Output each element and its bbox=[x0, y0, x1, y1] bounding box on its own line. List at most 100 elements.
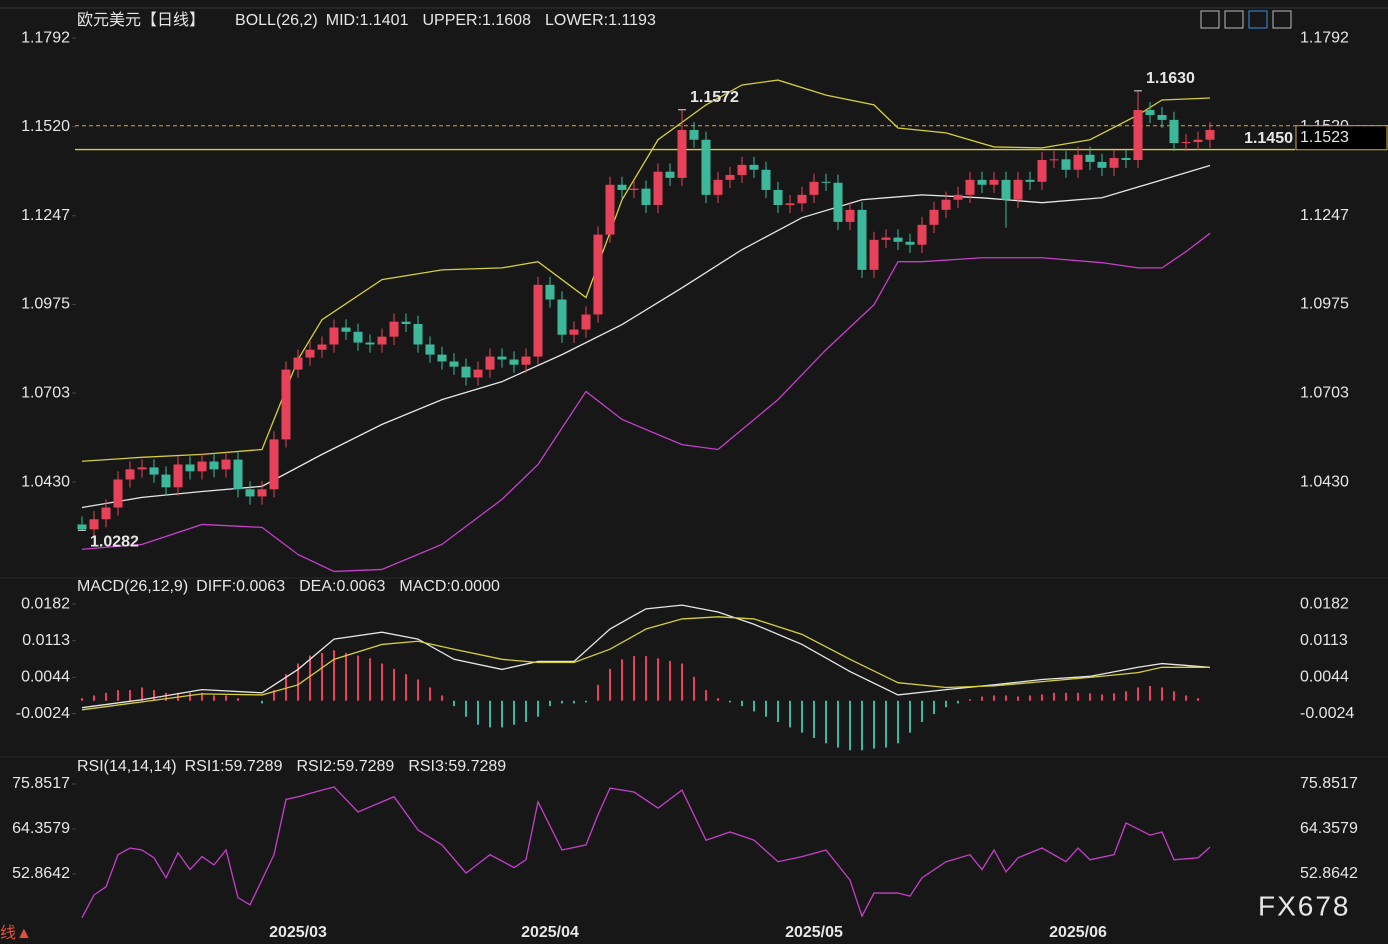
annotation-label: 1.0282 bbox=[90, 534, 139, 551]
footer-text: 线▲ bbox=[0, 924, 32, 942]
candle-body bbox=[641, 188, 651, 205]
legend-text: LOWER:1.1193 bbox=[545, 12, 656, 29]
candle-body bbox=[149, 467, 159, 475]
candle-body bbox=[509, 359, 519, 365]
y-tick-label-right: 1.1792 bbox=[1300, 29, 1349, 46]
candle-body bbox=[209, 461, 219, 470]
candle-body bbox=[953, 194, 963, 200]
candle-body bbox=[905, 241, 915, 245]
y-tick-label-right: 1.1247 bbox=[1300, 207, 1349, 224]
legend-text: MACD:0.0000 bbox=[399, 578, 500, 595]
candle-body bbox=[497, 356, 507, 360]
indicator-line bbox=[81, 604, 1211, 709]
legend-text: UPPER:1.1608 bbox=[422, 12, 531, 29]
candle-body bbox=[581, 314, 591, 330]
x-tick-label: 2025/05 bbox=[785, 924, 843, 941]
legend-text: RSI2:59.7289 bbox=[296, 758, 394, 775]
icon-crosshair[interactable] bbox=[1200, 10, 1220, 29]
icon-grid[interactable] bbox=[1224, 10, 1244, 29]
y-tick-label-right: 0.0044 bbox=[1300, 669, 1349, 686]
candle-body bbox=[785, 203, 795, 205]
candle-body bbox=[353, 331, 363, 343]
candle-body bbox=[185, 464, 195, 472]
candle-body bbox=[617, 184, 627, 190]
candle-body bbox=[317, 344, 327, 350]
candle-body bbox=[653, 171, 663, 205]
candle-body bbox=[593, 234, 603, 315]
y-tick-label: 1.1247 bbox=[21, 207, 70, 224]
candle-body bbox=[461, 366, 471, 378]
toolbar-icons[interactable] bbox=[1200, 10, 1292, 29]
annotation-label: 1.1630 bbox=[1146, 70, 1195, 87]
y-tick-label: 0.0044 bbox=[21, 669, 70, 686]
candle-body bbox=[1181, 142, 1191, 144]
candle-body bbox=[1097, 161, 1107, 168]
candle-body bbox=[473, 369, 483, 378]
candle-body bbox=[401, 321, 411, 324]
legend-text: RSI(14,14,14) bbox=[77, 758, 177, 775]
candle-body bbox=[113, 479, 123, 508]
candle-body bbox=[713, 179, 723, 195]
candle-body bbox=[425, 344, 435, 355]
candle-body bbox=[797, 194, 807, 204]
y-tick-label: 1.0430 bbox=[21, 473, 70, 490]
candle-body bbox=[449, 361, 459, 367]
y-tick-label-right: 0.0113 bbox=[1300, 632, 1348, 649]
icon-forward[interactable] bbox=[1272, 10, 1292, 29]
icon-play[interactable] bbox=[1248, 10, 1268, 29]
candle-body bbox=[293, 357, 303, 370]
candle-body bbox=[173, 464, 183, 488]
candle-body bbox=[689, 129, 699, 140]
y-tick-label: 0.0113 bbox=[22, 632, 70, 649]
candle-body bbox=[773, 189, 783, 205]
y-tick-label: 1.1520 bbox=[21, 118, 70, 135]
candle-body bbox=[749, 164, 759, 170]
candle-body bbox=[1025, 179, 1035, 182]
candle-body bbox=[941, 199, 951, 210]
y-tick-label: 64.3579 bbox=[12, 820, 70, 837]
candle-body bbox=[1133, 110, 1143, 160]
candle-body bbox=[1049, 159, 1059, 161]
y-tick-label-right: 1.0703 bbox=[1300, 384, 1349, 401]
candle-body bbox=[1121, 158, 1131, 160]
candle-body bbox=[221, 459, 231, 470]
candle-body bbox=[329, 327, 339, 345]
legend-text: MID:1.1401 bbox=[326, 12, 409, 29]
y-tick-label: 1.1792 bbox=[21, 29, 70, 46]
candle-body bbox=[1109, 158, 1119, 168]
legend-text: 欧元美元 bbox=[77, 11, 141, 29]
candle-body bbox=[545, 284, 555, 300]
legend-text: 【日线】 bbox=[141, 11, 205, 29]
candle-body bbox=[1001, 179, 1011, 200]
candle-body bbox=[377, 336, 387, 345]
candle-body bbox=[161, 474, 171, 488]
y-tick-label: 1.0975 bbox=[21, 296, 70, 313]
support-label: 1.1450 bbox=[1244, 130, 1293, 147]
y-tick-label-right: 1.0975 bbox=[1300, 296, 1349, 313]
candle-body bbox=[629, 188, 639, 190]
candle-body bbox=[605, 184, 615, 235]
candle-body bbox=[365, 342, 375, 345]
candle-body bbox=[389, 321, 399, 337]
candle-body bbox=[917, 224, 927, 245]
y-tick-label-right: 75.8517 bbox=[1300, 775, 1358, 792]
candle-body bbox=[533, 284, 543, 357]
candle-body bbox=[929, 209, 939, 225]
candle-body bbox=[233, 459, 243, 490]
candle-body bbox=[977, 179, 987, 185]
legend-text: DEA:0.0063 bbox=[299, 578, 385, 595]
candle-body bbox=[77, 524, 87, 530]
candle-body bbox=[521, 356, 531, 365]
candle-body bbox=[833, 182, 843, 222]
candle-body bbox=[413, 323, 423, 345]
candle-body bbox=[965, 179, 975, 195]
watermark: FX678 bbox=[1258, 890, 1351, 921]
candle-body bbox=[1169, 119, 1179, 144]
candle-body bbox=[569, 329, 579, 335]
indicator-line bbox=[81, 616, 1210, 711]
legend-text: BOLL(26,2) bbox=[235, 12, 318, 29]
candle-body bbox=[869, 239, 879, 270]
candle-body bbox=[269, 439, 279, 490]
y-tick-label: -0.0024 bbox=[16, 705, 70, 722]
